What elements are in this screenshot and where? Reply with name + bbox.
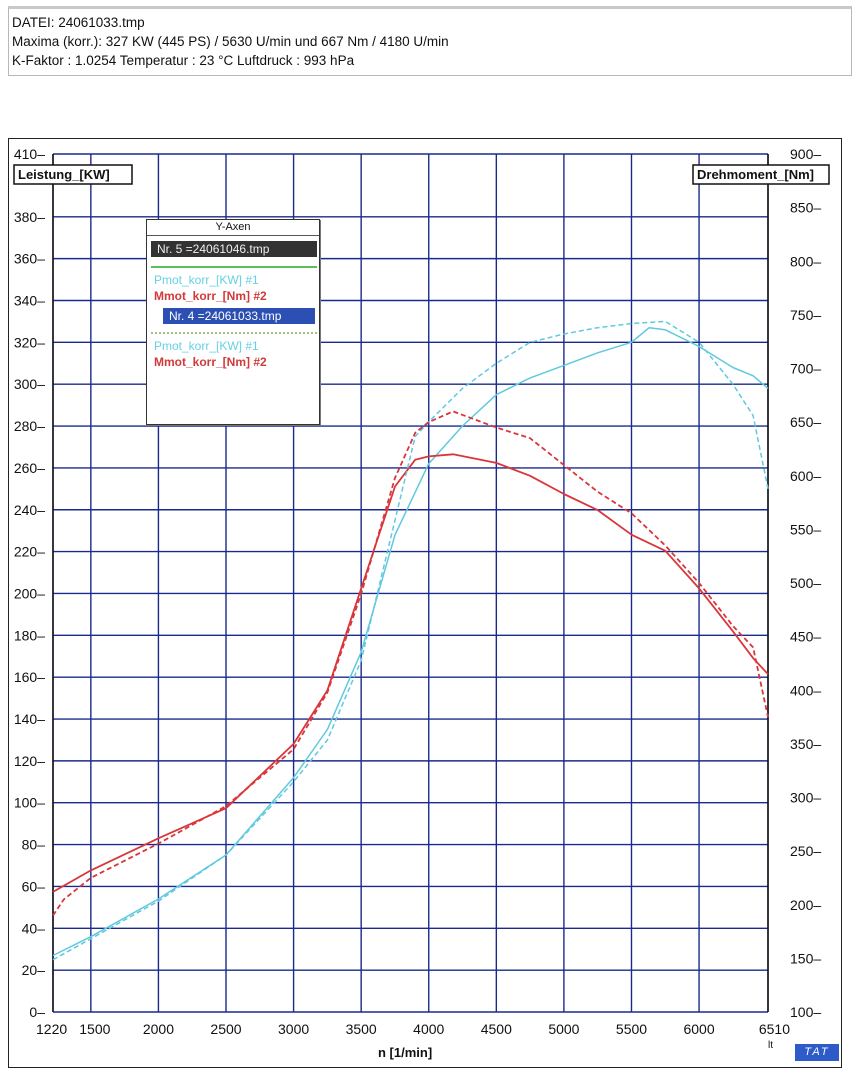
legend-separator-dotted <box>151 332 317 334</box>
right-axis-title-box: Drehmoment_[Nm] <box>692 164 830 185</box>
y2-tick-label: 900– <box>790 146 821 162</box>
legend-panel[interactable]: Y-Axen Nr. 5 =24061046.tmp Pmot_korr_[KW… <box>146 219 320 425</box>
legend-item-power-2[interactable]: Pmot_korr_[KW] #1 <box>154 339 259 353</box>
y-tick-label: 260– <box>14 460 45 476</box>
corner-mark: lt <box>768 1040 773 1051</box>
x-tick-label: 2000 <box>143 1021 174 1037</box>
chart-series <box>52 320 769 961</box>
x-tick-label: 3500 <box>346 1021 377 1037</box>
legend-item-torque-2[interactable]: Mmot_korr_[Nm] #2 <box>154 355 267 369</box>
x-tick-label: 6000 <box>683 1021 714 1037</box>
legend-separator-solid <box>151 266 317 268</box>
y-tick-label: 220– <box>14 544 45 560</box>
x-tick-label: 6510 <box>759 1021 790 1037</box>
y-tick-label: 20– <box>22 962 46 978</box>
y2-tick-label: 200– <box>790 897 821 913</box>
y2-tick-label: 650– <box>790 414 821 430</box>
y2-tick-label: 250– <box>790 843 821 859</box>
x-tick-label: 5000 <box>548 1021 579 1037</box>
y-tick-label: 280– <box>14 418 45 434</box>
y2-tick-label: 350– <box>790 736 821 752</box>
y-tick-label: 160– <box>14 669 45 685</box>
x-axis-title: n [1/min] <box>378 1045 432 1060</box>
y-tick-label: 240– <box>14 502 45 518</box>
x-tick-label: 3000 <box>278 1021 309 1037</box>
y2-tick-label: 100– <box>790 1004 821 1020</box>
power-curve-3 <box>52 320 769 961</box>
x-tick-label: 1500 <box>79 1021 110 1037</box>
y2-tick-label: 500– <box>790 575 821 591</box>
y-tick-label: 60– <box>22 878 46 894</box>
x-tick-label: 4500 <box>481 1021 512 1037</box>
x-tick-label: 5500 <box>616 1021 647 1037</box>
tat-logo: TAT <box>795 1044 839 1061</box>
torque-curve-4 <box>52 410 769 917</box>
chart-ticks: 0– 20– 40– 60– 80– 100– 120– 140– 160– 180– 200– 22… <box>14 146 822 1037</box>
y-tick-label: 410– <box>14 146 45 162</box>
legend-item-torque-1[interactable]: Mmot_korr_[Nm] #2 <box>154 289 267 303</box>
y-tick-label: 80– <box>22 837 46 853</box>
power-curve-1 <box>52 326 769 957</box>
x-tick-label: 2500 <box>210 1021 241 1037</box>
maxima-line: Maxima (korr.): 327 KW (445 PS) / 5630 U… <box>12 34 449 49</box>
y2-tick-label: 300– <box>790 790 821 806</box>
x-tick-label: 1220 <box>36 1021 67 1037</box>
y-tick-label: 180– <box>14 627 45 643</box>
legend-file-1[interactable]: Nr. 5 =24061046.tmp <box>151 241 317 257</box>
y2-tick-label: 550– <box>790 521 821 537</box>
legend-title: Y-Axen <box>147 220 319 236</box>
y-tick-label: 0– <box>29 1004 45 1020</box>
y2-tick-label: 800– <box>790 253 821 269</box>
y-tick-label: 140– <box>14 711 45 727</box>
y-tick-label: 320– <box>14 334 45 350</box>
file-name-line: DATEI: 24061033.tmp <box>12 15 145 30</box>
y-tick-label: 120– <box>14 753 45 769</box>
left-axis-title-box: Leistung_[KW] <box>13 164 133 185</box>
y-tick-label: 340– <box>14 292 45 308</box>
y2-tick-label: 850– <box>790 200 821 216</box>
legend-file-2[interactable]: Nr. 4 =24061033.tmp <box>163 308 315 324</box>
x-tick-label: 4000 <box>413 1021 444 1037</box>
legend-item-power-1[interactable]: Pmot_korr_[KW] #1 <box>154 273 259 287</box>
y-tick-label: 360– <box>14 251 45 267</box>
conditions-line: K-Faktor : 1.0254 Temperatur : 23 °C Luf… <box>12 53 355 68</box>
left-axis-title: Leistung_[KW] <box>18 167 110 182</box>
torque-curve-2 <box>52 453 769 893</box>
y-tick-label: 380– <box>14 209 45 225</box>
chart-frame <box>8 138 842 1068</box>
right-axis-title: Drehmoment_[Nm] <box>697 167 814 182</box>
y-tick-label: 100– <box>14 795 45 811</box>
y2-tick-label: 450– <box>790 629 821 645</box>
y2-tick-label: 600– <box>790 468 821 484</box>
y-tick-label: 300– <box>14 376 45 392</box>
y2-tick-label: 150– <box>790 950 821 966</box>
y2-tick-label: 400– <box>790 682 821 698</box>
y-tick-label: 200– <box>14 585 45 601</box>
y-tick-label: 40– <box>22 920 46 936</box>
report-header: DATEI: 24061033.tmp Maxima (korr.): 327 … <box>8 6 852 76</box>
y2-tick-label: 700– <box>790 361 821 377</box>
y2-tick-label: 750– <box>790 307 821 323</box>
